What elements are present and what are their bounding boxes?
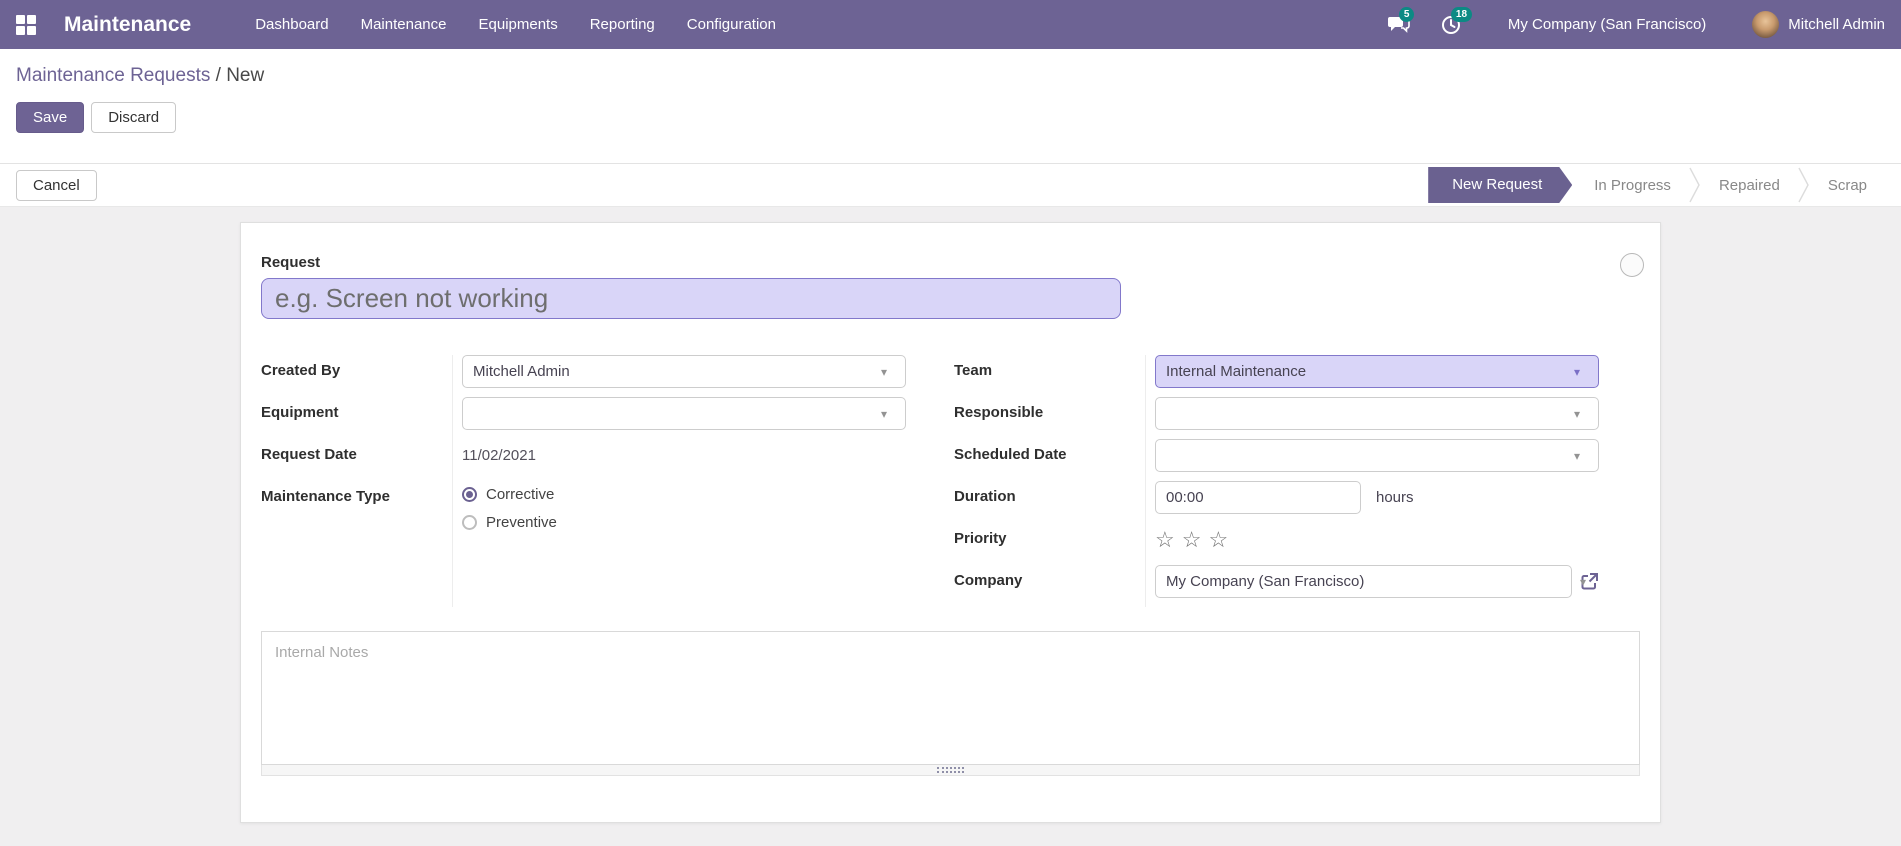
request-date-value[interactable]: 11/02/2021 (462, 447, 536, 464)
equipment-input[interactable] (462, 397, 906, 430)
created-by-label: Created By (261, 362, 341, 379)
top-navbar: Maintenance Dashboard Maintenance Equipm… (0, 0, 1901, 49)
responsible-label: Responsible (954, 404, 1044, 421)
radio-selected-icon (462, 487, 477, 502)
nav-item-dashboard[interactable]: Dashboard (255, 16, 329, 33)
stage-separator-icon (1689, 167, 1700, 203)
radio-option-corrective[interactable]: Corrective (462, 486, 554, 503)
breadcrumb-parent[interactable]: Maintenance Requests (16, 65, 211, 86)
nav-item-equipments[interactable]: Equipments (478, 16, 558, 33)
team-row: Team ▾ (954, 355, 1599, 388)
request-title-input[interactable] (261, 278, 1121, 319)
internal-notes-input[interactable] (261, 631, 1640, 765)
team-label: Team (954, 362, 993, 379)
stage-in-progress[interactable]: In Progress (1594, 176, 1671, 194)
form-action-buttons: Save Discard (16, 102, 1885, 133)
priority-widget: ☆ ☆ ☆ (1155, 527, 1228, 553)
responsible-input[interactable] (1155, 397, 1599, 430)
company-row: Company ▾ (954, 565, 1599, 598)
resize-grip-icon (937, 767, 964, 773)
nav-item-reporting[interactable]: Reporting (589, 16, 655, 33)
company-input[interactable] (1155, 565, 1572, 598)
created-by-row: Created By ▾ (261, 355, 906, 388)
request-date-row: Request Date 11/02/2021 (261, 439, 906, 472)
form-view-container: Request Created By ▾ Equipment ▾ (0, 207, 1901, 846)
notes-resize-handle[interactable] (261, 765, 1640, 776)
star-icon[interactable]: ☆ (1155, 526, 1175, 552)
discard-button[interactable]: Discard (91, 102, 177, 133)
maintenance-type-row: Maintenance Type Corrective Preventive (261, 481, 906, 542)
duration-label: Duration (954, 488, 1016, 505)
radio-option-preventive[interactable]: Preventive (462, 514, 557, 531)
form-statusbar: Cancel New Request In Progress Repaired … (0, 163, 1901, 207)
breadcrumb-current: New (226, 65, 265, 86)
activities-count-badge: 18 (1450, 6, 1473, 22)
messages-count-badge: 5 (1398, 6, 1415, 22)
star-icon[interactable]: ☆ (1208, 526, 1229, 552)
user-menu[interactable]: Mitchell Admin (1788, 16, 1885, 33)
scheduled-date-row: Scheduled Date ▾ (954, 439, 1599, 472)
scheduled-date-input[interactable] (1155, 439, 1599, 472)
stage-repaired[interactable]: Repaired (1718, 176, 1780, 194)
navbar-systray: 5 18 My Company (San Francisco) Mitchell… (1387, 6, 1885, 38)
company-label: Company (954, 572, 1023, 589)
field-group: Created By ▾ Equipment ▾ Request Date (261, 355, 1640, 607)
breadcrumb: Maintenance Requests / New (16, 65, 1885, 87)
created-by-input[interactable] (462, 355, 906, 388)
priority-row: Priority ☆ ☆ ☆ (954, 523, 1599, 556)
field-group-right: Team ▾ Responsible ▾ Scheduled Date (954, 355, 1599, 607)
team-input[interactable] (1155, 355, 1599, 388)
user-avatar[interactable] (1752, 11, 1780, 38)
request-field-label: Request (261, 254, 321, 271)
stage-scrap[interactable]: Scrap (1827, 176, 1867, 194)
app-title[interactable]: Maintenance (64, 12, 192, 36)
control-panel: Maintenance Requests / New Save Discard (0, 49, 1901, 163)
messages-button[interactable]: 5 (1387, 6, 1415, 36)
duration-input[interactable] (1155, 481, 1361, 514)
equipment-row: Equipment ▾ (261, 397, 906, 430)
internal-notes-section (261, 631, 1640, 776)
duration-row: Duration hours (954, 481, 1599, 514)
responsible-row: Responsible ▾ (954, 397, 1599, 430)
duration-unit-label: hours (1376, 489, 1414, 506)
stage-pipeline: New Request In Progress Repaired Scrap (1428, 164, 1885, 206)
cancel-button[interactable]: Cancel (16, 169, 97, 201)
main-menu: Dashboard Maintenance Equipments Reporti… (239, 0, 792, 49)
company-switcher[interactable]: My Company (San Francisco) (1507, 16, 1707, 33)
breadcrumb-separator: / (210, 65, 227, 86)
apps-menu-icon[interactable] (16, 14, 36, 35)
activities-button[interactable]: 18 (1440, 6, 1473, 36)
priority-label: Priority (954, 530, 1007, 547)
radio-unselected-icon (462, 515, 477, 530)
save-button[interactable]: Save (16, 102, 85, 133)
form-sheet: Request Created By ▾ Equipment ▾ (240, 222, 1661, 823)
maintenance-type-label: Maintenance Type (261, 488, 390, 505)
nav-item-configuration[interactable]: Configuration (686, 16, 776, 33)
external-link-icon[interactable] (1580, 572, 1599, 591)
activity-state-icon[interactable] (1620, 253, 1644, 277)
star-icon[interactable]: ☆ (1181, 526, 1202, 552)
scheduled-date-label: Scheduled Date (954, 446, 1067, 463)
nav-item-maintenance[interactable]: Maintenance (360, 16, 447, 33)
request-date-label: Request Date (261, 446, 357, 463)
equipment-label: Equipment (261, 404, 339, 421)
stage-separator-icon (1798, 167, 1809, 203)
field-group-left: Created By ▾ Equipment ▾ Request Date (261, 355, 906, 607)
stage-new-request[interactable]: New Request (1428, 167, 1572, 203)
